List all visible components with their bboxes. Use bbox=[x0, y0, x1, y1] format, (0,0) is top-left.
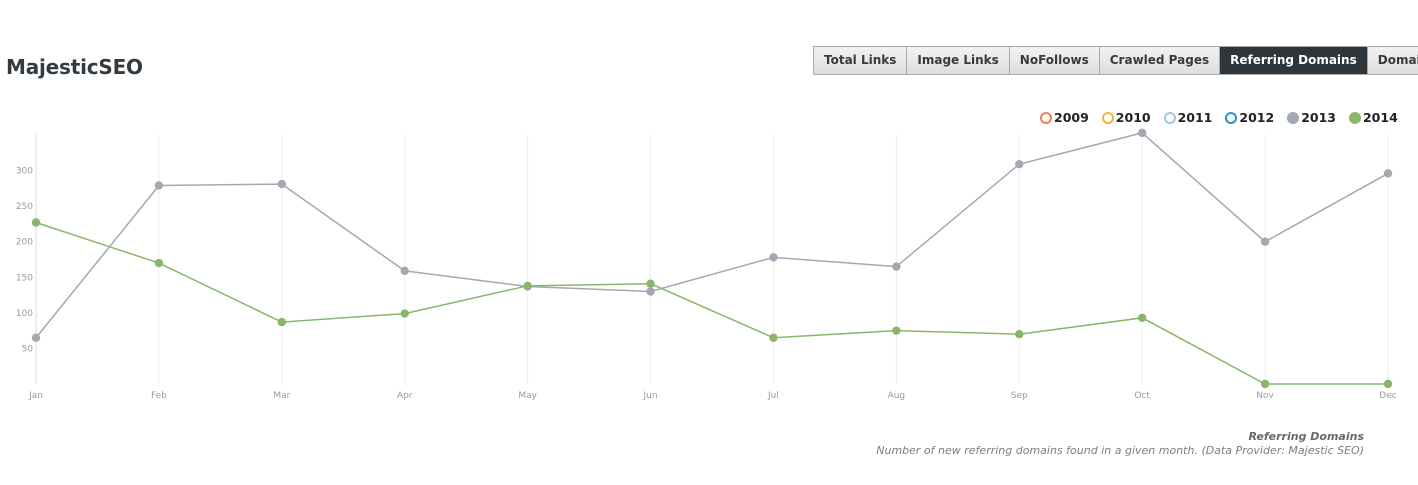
legend-swatch-2014 bbox=[1348, 111, 1361, 124]
tab-domain-urls[interactable]: Domain URLs bbox=[1367, 47, 1418, 74]
legend-item-2009[interactable]: 2009 bbox=[1040, 110, 1089, 125]
y-tick-label-100: 100 bbox=[16, 309, 33, 319]
x-tick-label-nov: Nov bbox=[1256, 391, 1274, 401]
point-2013-apr bbox=[400, 266, 409, 276]
series-line-2013 bbox=[35, 132, 1389, 339]
x-tick-label-feb: Feb bbox=[151, 391, 167, 401]
x-tick-label-aug: Aug bbox=[888, 391, 906, 401]
x-tick-label-mar: Mar bbox=[273, 391, 290, 401]
x-tick-label-jun: Jun bbox=[643, 391, 658, 401]
point-2013-jun bbox=[646, 287, 655, 296]
legend-item-2014[interactable]: 2014 bbox=[1348, 110, 1398, 125]
point-2014-oct bbox=[1137, 313, 1147, 323]
point-2014-sep bbox=[1015, 330, 1024, 339]
legend-swatch-2012 bbox=[1225, 111, 1238, 124]
point-2013-mar bbox=[277, 179, 287, 189]
tab-total-links[interactable]: Total Links bbox=[814, 47, 908, 74]
legend-item-2012[interactable]: 2012 bbox=[1225, 110, 1274, 125]
tab-image-links[interactable]: Image Links bbox=[907, 47, 1010, 74]
y-tick-label-50: 50 bbox=[22, 344, 34, 354]
x-tick-label-oct: Oct bbox=[1134, 391, 1150, 401]
y-tick-label-300: 300 bbox=[16, 167, 33, 177]
legend-item-2010[interactable]: 2010 bbox=[1101, 110, 1151, 125]
caption-title: Referring Domains bbox=[1248, 430, 1364, 443]
point-2014-jan bbox=[31, 218, 41, 227]
x-tick-label-dec: Dec bbox=[1379, 391, 1396, 401]
x-tick-label-jul: Jul bbox=[767, 391, 779, 401]
page-title: MajesticSEO bbox=[6, 55, 143, 79]
tab-nofollows[interactable]: NoFollows bbox=[1009, 47, 1100, 74]
y-tick-label-250: 250 bbox=[16, 202, 33, 212]
point-2014-feb bbox=[154, 258, 164, 268]
y-tick-label-200: 200 bbox=[16, 238, 33, 248]
legend-swatch-2011 bbox=[1163, 111, 1176, 124]
legend-swatch-2009 bbox=[1040, 111, 1052, 124]
point-2014-mar bbox=[277, 317, 287, 327]
point-2013-aug bbox=[892, 262, 901, 271]
legend-label-2014: 2014 bbox=[1362, 110, 1398, 125]
point-2013-nov bbox=[1260, 237, 1270, 246]
point-2013-jul bbox=[769, 253, 778, 262]
y-tick-label-150: 150 bbox=[16, 273, 33, 283]
legend-label-2011: 2011 bbox=[1177, 110, 1213, 125]
legend-swatch-2013 bbox=[1287, 111, 1300, 124]
x-tick-label-apr: Apr bbox=[397, 391, 413, 401]
legend-label-2012: 2012 bbox=[1239, 110, 1275, 125]
point-2014-dec bbox=[1383, 379, 1393, 389]
legend-swatch-2010 bbox=[1101, 111, 1114, 124]
point-2013-sep bbox=[1015, 159, 1024, 169]
point-2014-aug bbox=[892, 326, 901, 335]
metric-tabs: Total Links Image Links NoFollows Crawle… bbox=[813, 46, 1418, 75]
point-2014-jun bbox=[646, 279, 655, 288]
legend-item-2011[interactable]: 2011 bbox=[1163, 110, 1213, 125]
point-2014-apr bbox=[400, 309, 409, 318]
referring-domains-line-chart: 50 100 150 200 250 300 Jan Feb Mar Apr May Jun Jul Au… bbox=[16, 128, 1397, 401]
point-2013-feb bbox=[154, 181, 164, 190]
caption-description: Number of new referring domains found in… bbox=[876, 444, 1364, 457]
legend-item-2013[interactable]: 2013 bbox=[1287, 110, 1336, 125]
tab-crawled-pages[interactable]: Crawled Pages bbox=[1099, 47, 1221, 74]
point-2014-nov bbox=[1260, 379, 1270, 389]
point-2013-dec bbox=[1383, 169, 1393, 178]
legend-label-2013: 2013 bbox=[1301, 110, 1336, 125]
x-tick-label-may: May bbox=[518, 391, 537, 401]
point-2013-oct bbox=[1137, 128, 1147, 138]
legend-label-2009: 2009 bbox=[1054, 110, 1089, 125]
chart-legend: 2009 2010 2011 2012 2013 2014 bbox=[1040, 110, 1398, 125]
point-2014-may bbox=[523, 281, 532, 291]
point-2014-jul bbox=[769, 333, 778, 342]
x-tick-label-jan: Jan bbox=[28, 391, 43, 401]
series-line-2014 bbox=[35, 221, 1388, 385]
x-tick-label-sep: Sep bbox=[1011, 391, 1028, 401]
legend-label-2010: 2010 bbox=[1115, 110, 1151, 125]
point-2013-jan bbox=[31, 333, 41, 342]
tab-referring-domains[interactable]: Referring Domains bbox=[1220, 47, 1368, 74]
